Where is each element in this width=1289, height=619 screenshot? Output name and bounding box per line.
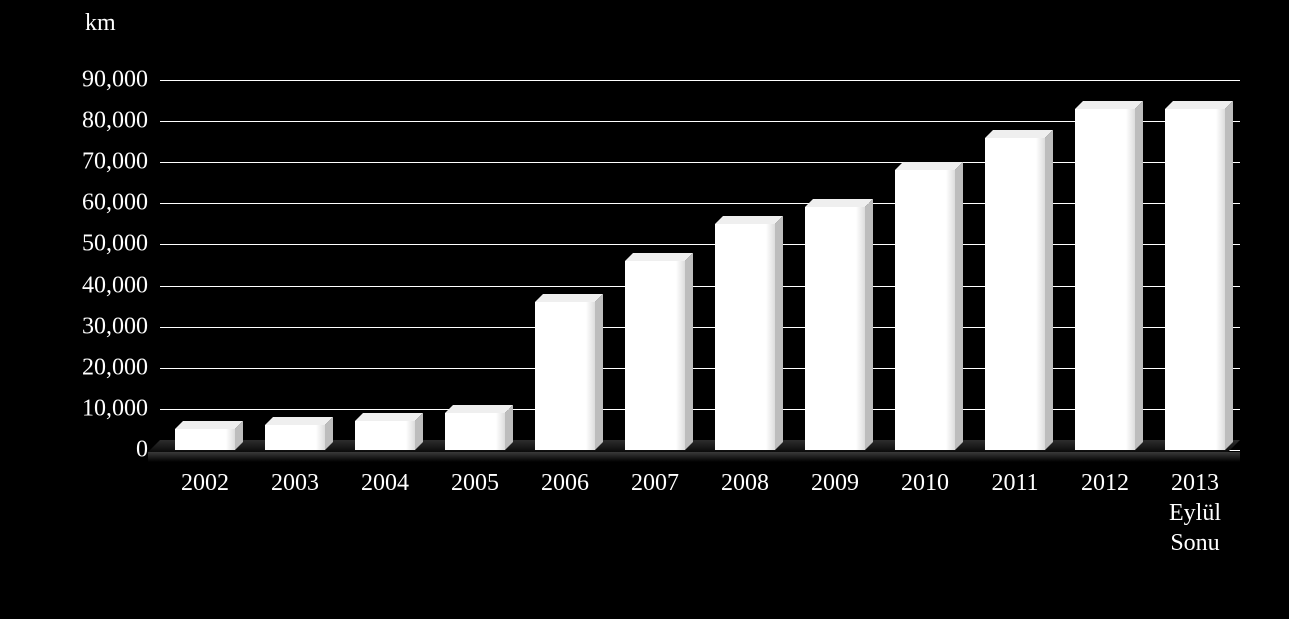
bar-top [625, 253, 693, 261]
bar-front [805, 207, 865, 450]
bars-container [160, 80, 1240, 450]
x-tick-label: 2009 [790, 468, 880, 558]
bar-top [1075, 101, 1143, 109]
x-tick-label: 2007 [610, 468, 700, 558]
bar-front [355, 421, 415, 450]
bar-front [985, 138, 1045, 450]
x-tick-label: 2010 [880, 468, 970, 558]
bar-front [265, 425, 325, 450]
x-tick-label: 2002 [160, 468, 250, 558]
bar-slot [880, 80, 970, 450]
bar [1165, 109, 1225, 450]
bar-front [175, 429, 235, 450]
x-tick-label: 2004 [340, 468, 430, 558]
x-tick-label: 2013 Eylül Sonu [1150, 468, 1240, 558]
bar [355, 421, 415, 450]
bar-top [985, 130, 1053, 138]
bar [175, 429, 235, 450]
x-tick-label: 2003 [250, 468, 340, 558]
bar-side [595, 294, 603, 450]
bar-slot [1060, 80, 1150, 450]
y-tick-label: 70,000 [82, 149, 160, 176]
bar-slot [610, 80, 700, 450]
y-tick-label: 40,000 [82, 272, 160, 299]
bar-chart: km 010,00020,00030,00040,00050,00060,000… [70, 10, 1250, 600]
bar-front [535, 302, 595, 450]
y-tick-label: 10,000 [82, 395, 160, 422]
bar [445, 413, 505, 450]
bar-top [895, 162, 963, 170]
bar-slot [970, 80, 1060, 450]
bar-front [1165, 109, 1225, 450]
y-tick-label: 20,000 [82, 354, 160, 381]
bar-side [1045, 130, 1053, 450]
bar [895, 170, 955, 450]
y-tick-label: 50,000 [82, 231, 160, 258]
bar-front [715, 224, 775, 450]
bar-side [1135, 101, 1143, 450]
bar [715, 224, 775, 450]
bar-slot [250, 80, 340, 450]
bar-top [265, 417, 333, 425]
y-tick-label: 30,000 [82, 313, 160, 340]
bar-slot [520, 80, 610, 450]
bar [985, 138, 1045, 450]
bar [265, 425, 325, 450]
bar-slot [700, 80, 790, 450]
bar-top [715, 216, 783, 224]
bar-slot [790, 80, 880, 450]
bar [625, 261, 685, 450]
bar [805, 207, 865, 450]
x-tick-label: 2008 [700, 468, 790, 558]
bar-top [805, 199, 873, 207]
bar-slot [1150, 80, 1240, 450]
bar-top [445, 405, 513, 413]
bar-side [775, 216, 783, 450]
bar-slot [340, 80, 430, 450]
chart-floor-front [148, 452, 1240, 462]
x-tick-label: 2006 [520, 468, 610, 558]
y-axis-unit-label: km [85, 10, 116, 37]
bar-slot [160, 80, 250, 450]
bar-side [955, 162, 963, 450]
bar-top [175, 421, 243, 429]
bar-side [505, 405, 513, 450]
bar-side [865, 199, 873, 450]
bar-side [325, 417, 333, 450]
x-axis-labels: 2002200320042005200620072008200920102011… [160, 468, 1240, 558]
x-tick-label: 2012 [1060, 468, 1150, 558]
bar-front [625, 261, 685, 450]
bar-top [535, 294, 603, 302]
bar-front [445, 413, 505, 450]
bar [535, 302, 595, 450]
bar-top [1165, 101, 1233, 109]
bar-side [415, 413, 423, 450]
bar-slot [430, 80, 520, 450]
bar-side [685, 253, 693, 450]
y-tick-label: 60,000 [82, 190, 160, 217]
y-tick-label: 80,000 [82, 108, 160, 135]
plot-area: 010,00020,00030,00040,00050,00060,00070,… [160, 80, 1240, 450]
x-tick-label: 2011 [970, 468, 1060, 558]
bar [1075, 109, 1135, 450]
y-tick-label: 90,000 [82, 67, 160, 94]
bar-front [895, 170, 955, 450]
bar-side [1225, 101, 1233, 450]
bar-top [355, 413, 423, 421]
x-tick-label: 2005 [430, 468, 520, 558]
bar-front [1075, 109, 1135, 450]
